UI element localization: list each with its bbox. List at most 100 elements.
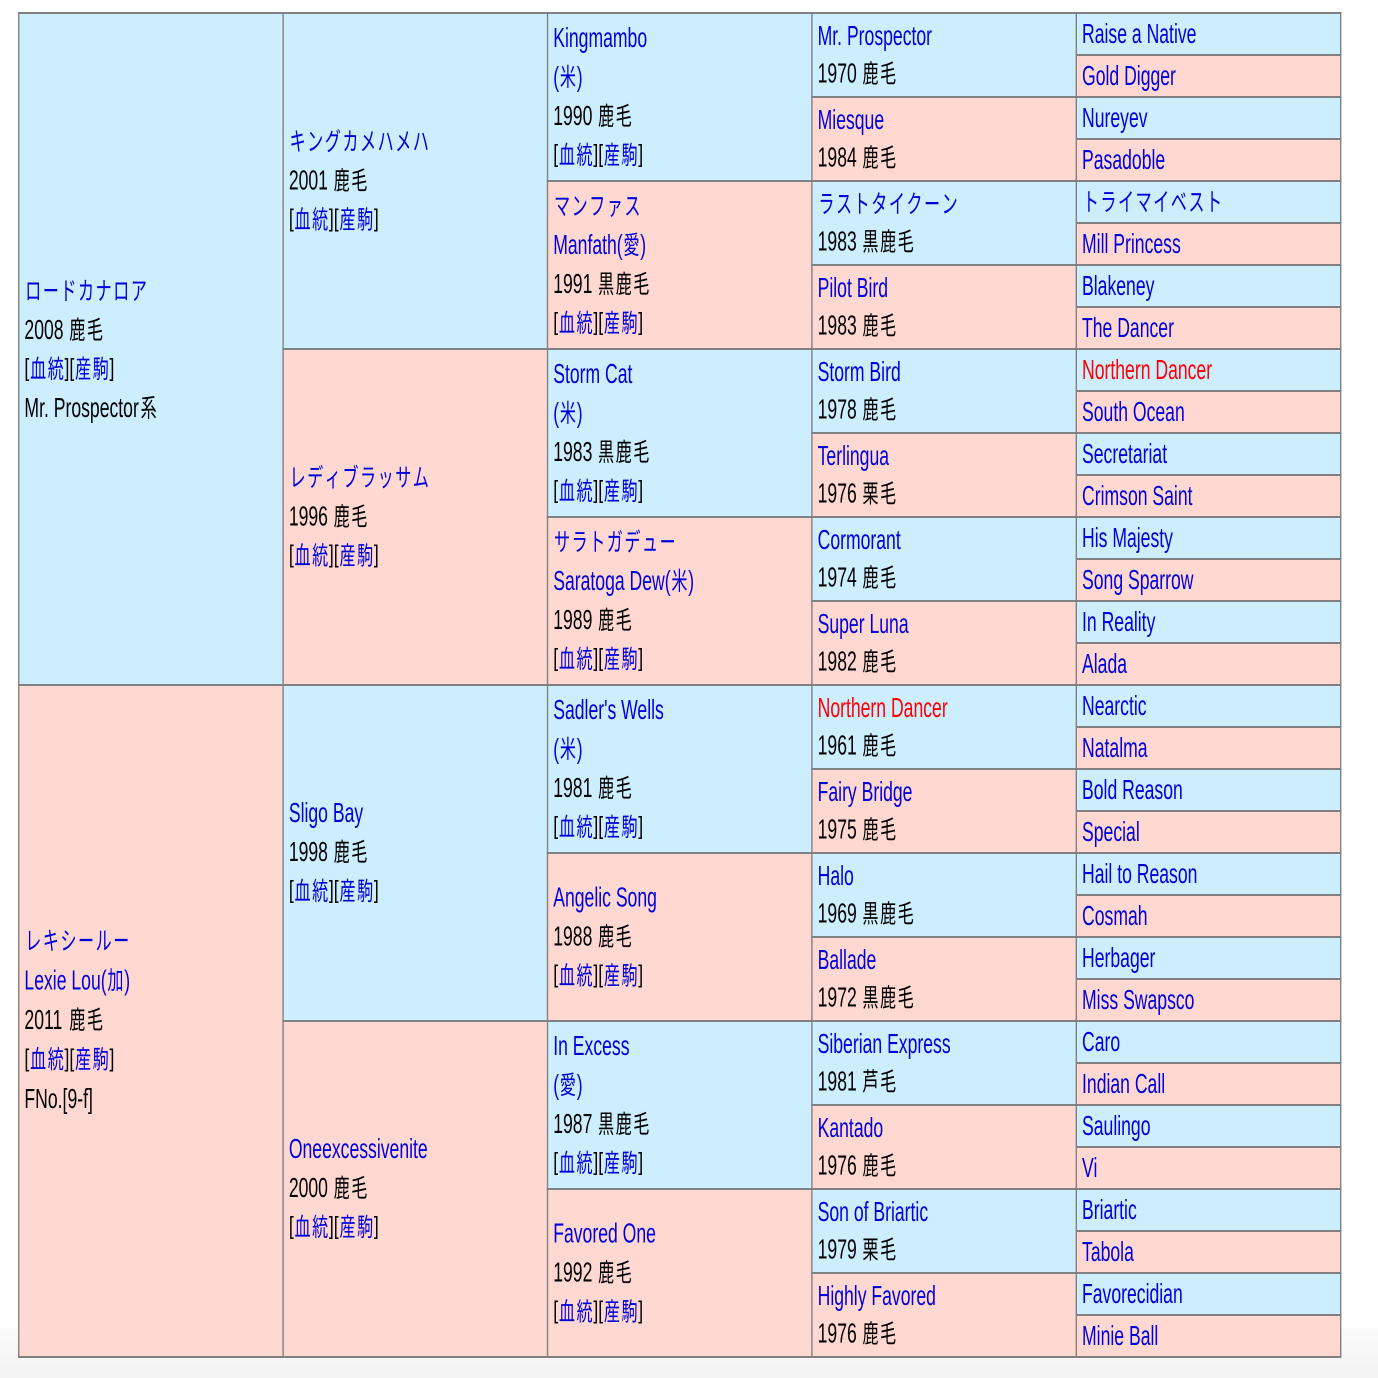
svg-text:Crimson Saint: Crimson Saint [1082,480,1193,511]
svg-text:Song Sparrow: Song Sparrow [1082,564,1194,595]
svg-text:1992: 1992 [553,1256,592,1287]
svg-text:[: [ [289,1211,294,1240]
svg-text:][: ][ [65,1043,75,1072]
svg-text:Nureyev: Nureyev [1082,102,1148,133]
svg-text:(: ( [553,733,559,764]
svg-text:][: ][ [329,1211,339,1240]
svg-text:1996: 1996 [289,500,328,531]
svg-text:1983: 1983 [818,225,857,256]
svg-text:[: [ [553,307,558,336]
svg-text:Nearctic: Nearctic [1082,690,1147,721]
svg-text:2000: 2000 [289,1172,328,1203]
svg-text:[: [ [553,475,558,504]
svg-text:His Majesty: His Majesty [1082,522,1173,553]
svg-text:2001: 2001 [289,164,328,195]
svg-text:Favorecidian: Favorecidian [1082,1278,1183,1309]
svg-text:]: ] [374,539,379,568]
svg-text:Pasadoble: Pasadoble [1082,144,1165,175]
svg-text:Manfath(: Manfath( [553,229,623,260]
svg-text:1987: 1987 [553,1108,592,1139]
svg-text:]: ] [638,475,643,504]
svg-text:Herbager: Herbager [1082,942,1156,973]
svg-text:1990: 1990 [553,100,592,131]
svg-text:): ) [688,565,694,596]
svg-text:[: [ [24,353,29,382]
svg-text:[: [ [553,1295,558,1324]
svg-text:Pilot Bird: Pilot Bird [818,272,888,303]
svg-text:][: ][ [593,811,603,840]
svg-text:][: ][ [593,643,603,672]
svg-text:1981: 1981 [553,772,592,803]
svg-text:FNo.[9-f]: FNo.[9-f] [24,1083,92,1114]
svg-text:Alada: Alada [1082,648,1127,679]
svg-text:1974: 1974 [818,561,857,592]
svg-text:Northern Dancer: Northern Dancer [1082,354,1212,385]
svg-text:Special: Special [1082,816,1140,847]
svg-text:Son of Briartic: Son of Briartic [818,1196,929,1227]
svg-text:][: ][ [593,1147,603,1176]
svg-text:(: ( [553,397,559,428]
svg-text:Hail to Reason: Hail to Reason [1082,858,1197,889]
svg-text:1976: 1976 [818,1317,857,1348]
svg-text:): ) [577,397,583,428]
svg-text:Miss Swapsco: Miss Swapsco [1082,984,1194,1015]
svg-text:Saratoga Dew(: Saratoga Dew( [553,565,671,596]
svg-text:Minie Ball: Minie Ball [1082,1320,1158,1351]
svg-text:]: ] [638,811,643,840]
svg-text:Vi: Vi [1082,1152,1097,1183]
svg-text:Blakeney: Blakeney [1082,270,1155,301]
svg-text:]: ] [638,1295,643,1324]
svg-text:Saulingo: Saulingo [1082,1110,1150,1141]
svg-text:1989: 1989 [553,604,592,635]
svg-text:1982: 1982 [818,645,857,676]
svg-text:1961: 1961 [818,729,857,760]
svg-text:1998: 1998 [289,836,328,867]
svg-text:[: [ [289,875,294,904]
svg-text:][: ][ [65,353,75,382]
svg-text:]: ] [638,1147,643,1176]
svg-text:Ballade: Ballade [818,944,877,975]
svg-text:Storm Cat: Storm Cat [553,358,633,389]
svg-text:The Dancer: The Dancer [1082,312,1174,343]
svg-text:): ) [577,61,583,92]
svg-text:Cosmah: Cosmah [1082,900,1148,931]
svg-text:1983: 1983 [553,436,592,467]
svg-text:Secretariat: Secretariat [1082,438,1167,469]
svg-text:]: ] [638,139,643,168]
svg-text:]: ] [110,353,115,382]
svg-text:1976: 1976 [818,1149,857,1180]
svg-text:[: [ [289,539,294,568]
svg-text:][: ][ [593,1295,603,1324]
svg-text:Siberian Express: Siberian Express [818,1028,951,1059]
svg-text:Mill Princess: Mill Princess [1082,228,1181,259]
svg-text:Sadler's Wells: Sadler's Wells [553,694,664,725]
svg-text:][: ][ [593,959,603,988]
svg-text:]: ] [638,643,643,672]
svg-text:Indian Call: Indian Call [1082,1068,1165,1099]
svg-text:2011: 2011 [24,1004,62,1035]
svg-text:[: [ [553,959,558,988]
svg-text:Lexie Lou(: Lexie Lou( [24,964,106,995]
svg-text:][: ][ [593,139,603,168]
svg-text:[: [ [24,1043,29,1072]
svg-text:Favored One: Favored One [553,1217,656,1248]
svg-text:][: ][ [329,875,339,904]
svg-text:][: ][ [593,307,603,336]
svg-text:In Reality: In Reality [1082,606,1156,637]
svg-text:2008: 2008 [24,314,63,345]
svg-text:): ) [577,733,583,764]
svg-text:][: ][ [329,539,339,568]
svg-text:1983: 1983 [818,309,857,340]
svg-text:Miesque: Miesque [818,104,885,135]
svg-text:Northern Dancer: Northern Dancer [818,692,948,723]
svg-text:): ) [640,229,646,260]
svg-text:Oneexcessivenite: Oneexcessivenite [289,1133,428,1164]
svg-text:1975: 1975 [818,813,857,844]
svg-text:[: [ [553,811,558,840]
svg-text:(: ( [553,61,559,92]
svg-text:][: ][ [329,203,339,232]
svg-text:Storm Bird: Storm Bird [818,356,901,387]
svg-text:Kingmambo: Kingmambo [553,22,647,53]
svg-text:]: ] [638,307,643,336]
svg-text:Tabola: Tabola [1082,1236,1134,1267]
